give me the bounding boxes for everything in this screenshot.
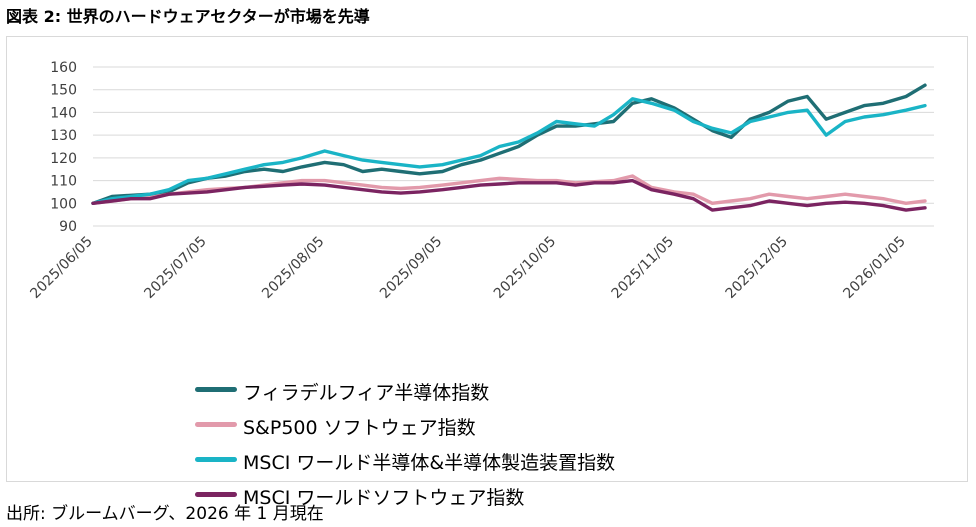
y-tick-label: 160 — [50, 60, 77, 76]
x-tick-label: 2026/01/05 — [840, 234, 908, 302]
x-tick-label: 2025/06/05 — [27, 234, 95, 302]
legend-label-msci-software: MSCI ワールドソフトウェア指数 — [243, 487, 525, 509]
y-tick-label: 150 — [50, 83, 77, 99]
x-tick-label: 2025/10/05 — [491, 234, 559, 302]
line-chart: 90 100 110 120 130 140 150 160 2025/06/05 2025/07… — [27, 60, 934, 302]
legend-label-sp500-software: S&P500 ソフトウェア指数 — [243, 417, 476, 439]
y-tick-label: 90 — [59, 219, 77, 235]
legend-swatch-msci-software — [195, 492, 237, 497]
legend-swatch-msci-semis — [195, 457, 237, 462]
y-tick-label: 130 — [50, 128, 77, 144]
chart-panel: 90 100 110 120 130 140 150 160 2025/06/05 2025/07… — [6, 36, 968, 509]
legend-label-sox: フィラデルフィア半導体指数 — [243, 382, 490, 404]
x-tick-label: 2025/08/05 — [259, 234, 327, 302]
series-line-3 — [91, 178, 927, 212]
y-tick-label: 140 — [50, 105, 77, 121]
legend-swatch-sp500-software — [195, 422, 237, 427]
legend-swatch-sox — [195, 387, 237, 392]
legend-label-msci-semis: MSCI ワールド半導体&半導体製造装置指数 — [243, 452, 616, 474]
series-line-0 — [91, 83, 927, 206]
y-tick-label: 110 — [50, 174, 77, 190]
y-tick-label: 100 — [50, 196, 77, 212]
source-note: 出所: ブルームバーグ、2026 年 1 月現在 — [6, 504, 324, 524]
x-tick-label: 2025/09/05 — [377, 234, 445, 302]
series-line-2 — [91, 97, 927, 206]
x-tick-label: 2025/11/05 — [609, 234, 677, 302]
x-tick-label: 2025/07/05 — [141, 234, 209, 302]
figure-title: 図表 2: 世界のハードウェアセクターが市場を先導 — [6, 7, 370, 26]
x-tick-label: 2025/12/05 — [723, 234, 791, 302]
y-tick-label: 120 — [50, 151, 77, 167]
